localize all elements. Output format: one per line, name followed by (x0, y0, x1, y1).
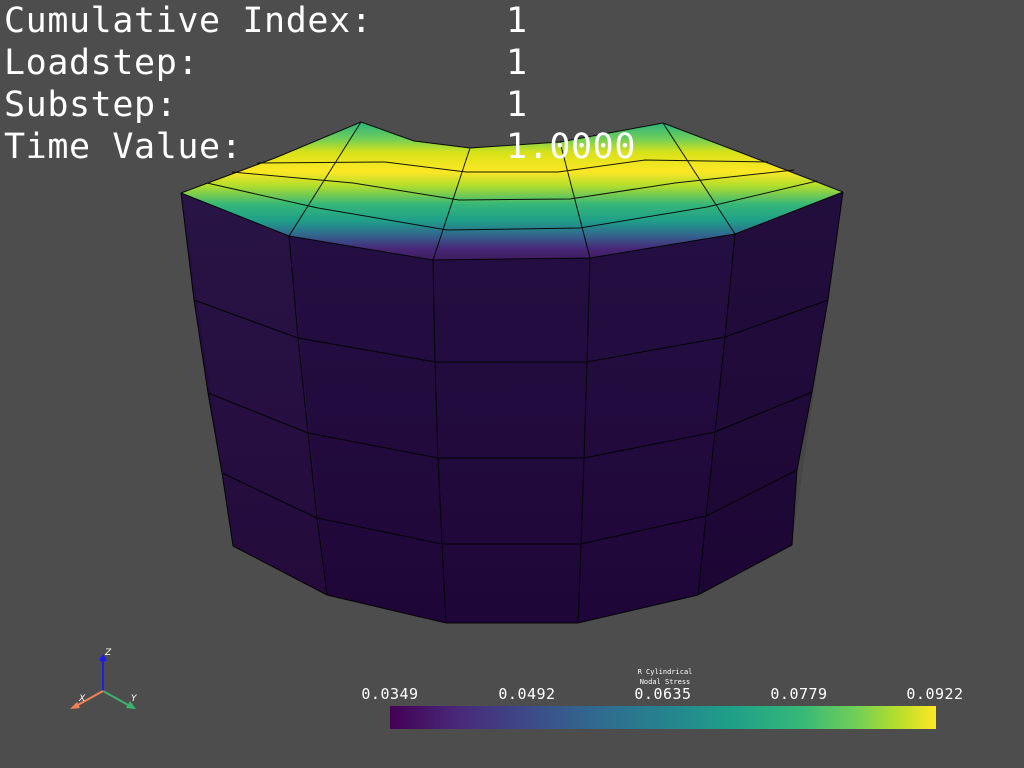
y-axis-label: Y (131, 694, 138, 704)
info-label: Substep: (4, 85, 178, 125)
mesh-top-face (181, 122, 843, 260)
x-axis-arrow (70, 702, 80, 709)
info-value: 1.0000 (506, 127, 637, 167)
orientation-axes-widget[interactable]: Z X Y (60, 640, 150, 720)
step-info-panel: Cumulative Index: 1 Loadstep: 1 Substep: 1 … (4, 0, 636, 168)
x-axis-line (75, 690, 104, 707)
mesh-side-edges (180, 191, 844, 624)
info-label: Time Value: (4, 127, 243, 167)
info-value: 1 (506, 43, 528, 83)
x-axis-label: X (78, 694, 86, 704)
y-axis-arrow (126, 701, 136, 709)
info-label: Cumulative Index: (4, 1, 373, 41)
info-row-time-value: Time Value: 1.0000 (4, 126, 636, 168)
info-row-loadstep: Loadstep: 1 (4, 42, 636, 84)
info-row-cumulative-index: Cumulative Index: 1 (4, 0, 636, 42)
info-label: Loadstep: (4, 43, 200, 83)
mesh-top-edges (180, 121, 844, 261)
info-row-substep: Substep: 1 (4, 84, 636, 126)
info-value: 1 (506, 1, 528, 41)
z-axis-label: Z (104, 648, 112, 658)
y-axis-line (102, 690, 131, 707)
mesh-side-face (181, 192, 843, 623)
info-value: 1 (506, 85, 528, 125)
